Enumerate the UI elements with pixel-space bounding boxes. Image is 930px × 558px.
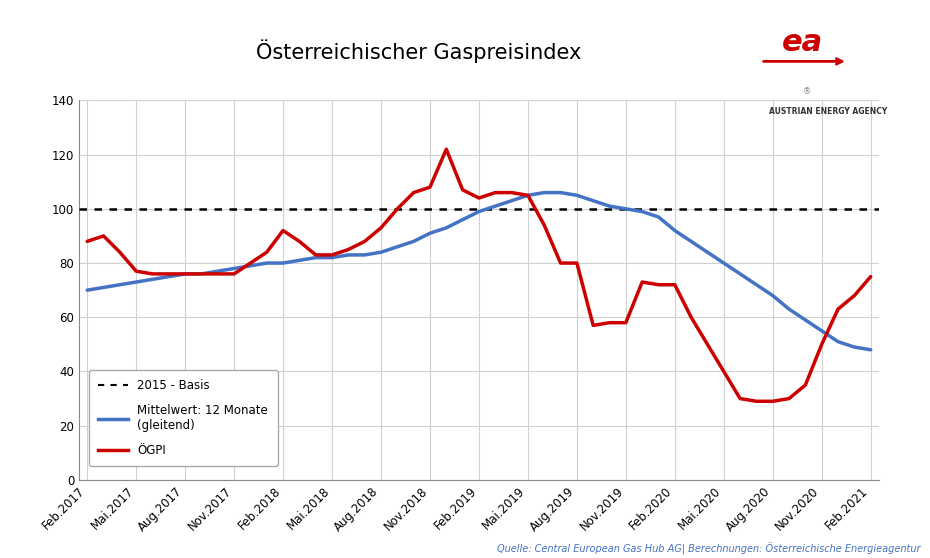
Text: Österreichischer Gaspreisindex: Österreichischer Gaspreisindex <box>256 39 581 62</box>
Text: AUSTRIAN ENERGY AGENCY: AUSTRIAN ENERGY AGENCY <box>768 107 887 116</box>
Text: ea: ea <box>782 28 823 57</box>
Text: ®: ® <box>803 87 811 96</box>
Text: Quelle: Central European Gas Hub AG| Berechnungen: Österreichische Energieagentu: Quelle: Central European Gas Hub AG| Ber… <box>498 543 921 555</box>
Legend: 2015 - Basis, Mittelwert: 12 Monate
(gleitend), ÖGPI: 2015 - Basis, Mittelwert: 12 Monate (gle… <box>89 370 277 466</box>
